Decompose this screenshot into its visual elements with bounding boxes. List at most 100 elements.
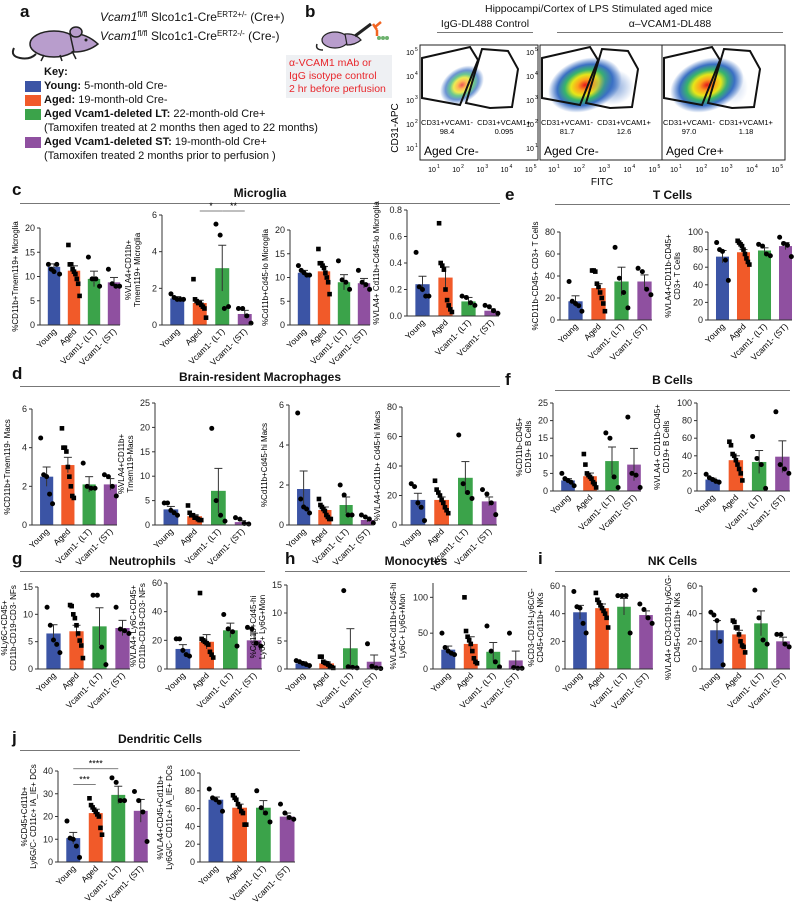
significance-label: * bbox=[209, 201, 213, 211]
data-point bbox=[469, 495, 475, 501]
y-tick-label: 0 bbox=[280, 320, 285, 330]
data-point bbox=[566, 279, 572, 284]
key-desc: 19-month-old Cre- bbox=[78, 94, 168, 106]
data-point bbox=[109, 483, 115, 489]
x-tick-label: Young bbox=[698, 670, 722, 694]
y-axis-label: %CD45+Cd11b+ bbox=[20, 786, 29, 846]
y-tick-label: 10 bbox=[526, 50, 534, 57]
data-point bbox=[595, 597, 600, 603]
y-tick-label: 60 bbox=[693, 262, 703, 272]
data-point bbox=[623, 593, 629, 599]
data-point bbox=[468, 641, 474, 647]
data-point bbox=[237, 804, 242, 810]
data-point bbox=[479, 487, 485, 493]
y-tick-label: 40 bbox=[693, 280, 703, 290]
y-tick-label: 0 bbox=[28, 664, 33, 674]
x-tick-exponent: 3 bbox=[485, 164, 488, 170]
flow-ylabel: CD31-APC bbox=[390, 103, 401, 152]
y-tick-exponent: 5 bbox=[535, 47, 538, 53]
x-tick-label: 10 bbox=[476, 167, 484, 174]
data-point bbox=[225, 626, 231, 632]
data-point bbox=[230, 792, 236, 798]
data-point bbox=[330, 665, 336, 671]
bar-2 bbox=[337, 282, 351, 325]
data-point bbox=[592, 481, 597, 487]
data-point bbox=[205, 642, 211, 647]
data-point bbox=[583, 462, 588, 467]
y-tick-label: 0 bbox=[423, 664, 428, 674]
x-tick-label: Young bbox=[549, 492, 573, 516]
x-tick-exponent: 5 bbox=[657, 164, 660, 170]
y-tick-label: 25 bbox=[538, 398, 548, 408]
y-tick-label: 20 bbox=[682, 468, 692, 478]
data-point bbox=[760, 243, 766, 249]
data-point bbox=[615, 484, 621, 490]
y-tick-exponent: 3 bbox=[535, 95, 538, 101]
data-point bbox=[767, 253, 773, 259]
data-point bbox=[235, 306, 241, 311]
data-point bbox=[635, 265, 641, 271]
y-axis-label: %VLA4+ Ly6C+CD45+ bbox=[129, 585, 138, 667]
data-point bbox=[88, 485, 94, 491]
x-tick-label: 10 bbox=[721, 167, 729, 174]
y-axis-label: Ly6C+ Ly6G+Mon bbox=[258, 595, 267, 659]
data-point bbox=[434, 487, 439, 492]
gate-vcam1-positive bbox=[464, 47, 520, 110]
data-point bbox=[190, 512, 196, 518]
key-swatch-aged bbox=[25, 95, 41, 106]
x-tick-label: 10 bbox=[695, 167, 703, 174]
y-tick-label: 60 bbox=[152, 578, 162, 588]
y-tick-label: 5 bbox=[145, 496, 150, 506]
bar-3 bbox=[484, 310, 499, 316]
data-point bbox=[596, 600, 602, 605]
section-title-t-cells: T Cells bbox=[652, 188, 693, 202]
bar-3 bbox=[279, 816, 295, 862]
y-axis-label: %CD11b+Tmem119- Macs bbox=[3, 419, 12, 515]
data-point bbox=[117, 283, 123, 289]
data-point bbox=[291, 816, 297, 822]
data-point bbox=[105, 266, 111, 272]
data-point bbox=[295, 263, 301, 269]
data-point bbox=[209, 425, 215, 431]
data-point bbox=[282, 810, 288, 816]
bar-2 bbox=[82, 484, 96, 525]
data-point bbox=[754, 455, 760, 461]
data-point bbox=[98, 825, 103, 831]
y-axis-label: %VLA4+CD11b+ bbox=[124, 240, 133, 301]
data-point bbox=[109, 775, 115, 781]
data-point bbox=[68, 484, 74, 489]
x-tick-exponent: 4 bbox=[510, 164, 513, 170]
x-tick-exponent: 5 bbox=[534, 164, 537, 170]
data-point bbox=[244, 624, 250, 630]
data-point bbox=[67, 474, 72, 479]
y-tick-label: 0 bbox=[687, 486, 692, 496]
data-point bbox=[117, 798, 123, 804]
x-tick-label: Young bbox=[151, 526, 175, 550]
significance-label: *** bbox=[79, 775, 90, 785]
x-tick-exponent: 1 bbox=[557, 164, 560, 170]
gene-name: Vcam1 bbox=[100, 29, 138, 43]
gate-value-positive: 0.095 bbox=[495, 127, 514, 136]
data-point bbox=[202, 306, 207, 311]
y-axis-label: CD3+ T Cells bbox=[673, 252, 682, 300]
genotype-cre-minus: Vcam1fl/fl Slco1c1-CreERT2-/- (Cre-) bbox=[100, 29, 280, 43]
key-label: Young: bbox=[44, 80, 82, 92]
data-point bbox=[84, 483, 90, 489]
data-point bbox=[484, 623, 490, 629]
data-point bbox=[408, 481, 414, 487]
y-tick-label: 20 bbox=[152, 635, 162, 645]
gate-vcam1-negative bbox=[663, 45, 722, 107]
y-tick-label: 60 bbox=[387, 432, 397, 442]
data-point bbox=[763, 485, 769, 491]
data-point bbox=[258, 805, 264, 811]
data-point bbox=[230, 629, 236, 635]
data-point bbox=[96, 814, 102, 819]
sample-label: Aged Cre- bbox=[544, 144, 599, 158]
gate-value-positive: 12.6 bbox=[617, 127, 632, 136]
data-point bbox=[113, 604, 119, 610]
y-tick-label: 0.0 bbox=[389, 311, 402, 321]
injection-note-line: α-VCAM1 mAb or bbox=[289, 57, 372, 69]
y-tick-label: 10 bbox=[275, 273, 285, 283]
